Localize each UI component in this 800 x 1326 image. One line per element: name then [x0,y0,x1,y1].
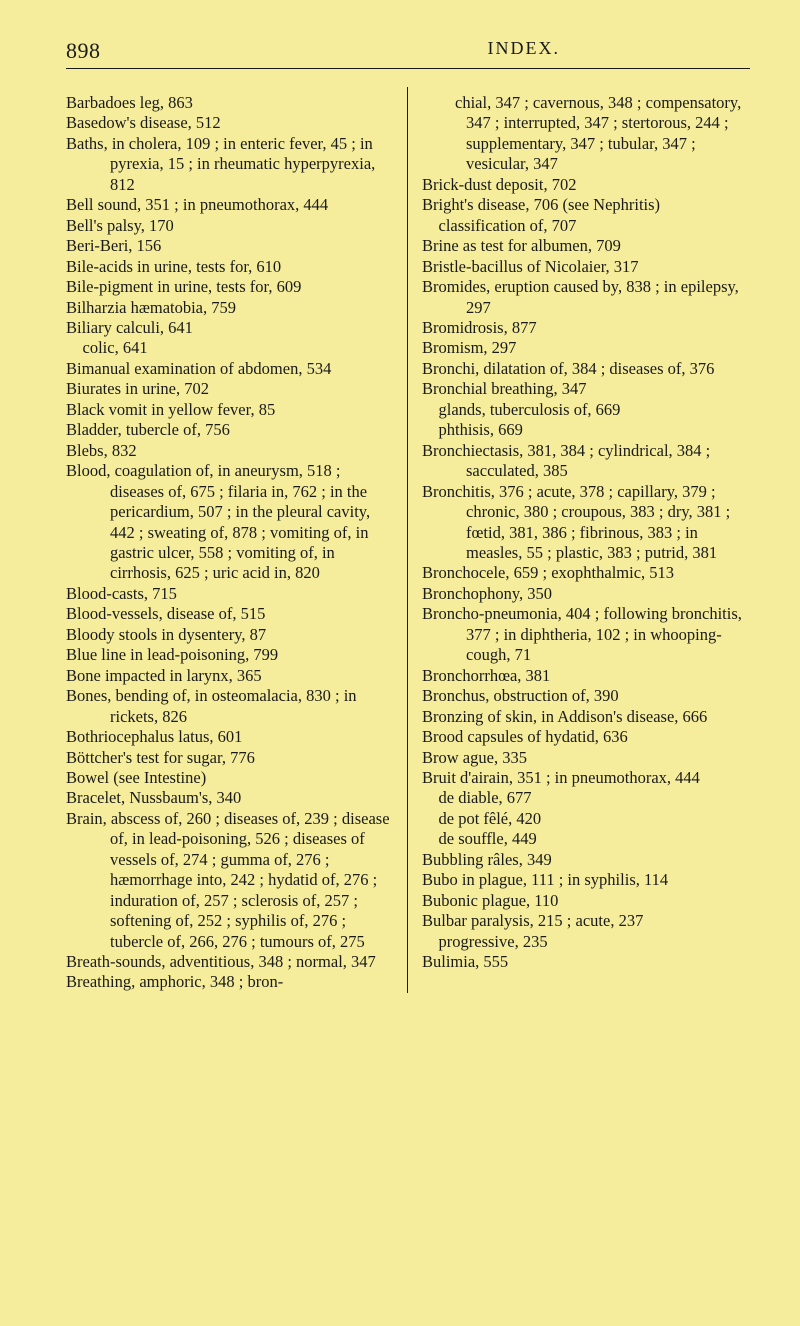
index-entry: classification of, 707 [422,216,750,236]
index-entry: Bronchocele, 659 ; exophthalmic, 513 [422,563,750,583]
left-column: Barbadoes leg, 863Basedow's disease, 512… [66,87,408,993]
index-entry: Bronchitis, 376 ; acute, 378 ; capillary… [422,482,750,564]
index-entry: glands, tuberculosis of, 669 [422,400,750,420]
index-entry: Biliary calculi, 641 [66,318,393,338]
index-entry: Bilharzia hæmatobia, 759 [66,298,393,318]
index-entry: Basedow's disease, 512 [66,113,393,133]
index-entry: Bronzing of skin, in Addison's disease, … [422,707,750,727]
index-entry: de diable, 677 [422,788,750,808]
index-entry: chial, 347 ; cavernous, 348 ; compensato… [422,93,750,175]
index-entry: Bubbling râles, 349 [422,850,750,870]
index-entry: Bronchorrhœa, 381 [422,666,750,686]
index-entry: Bone impacted in larynx, 365 [66,666,393,686]
index-entry: Bronchi, dilatation of, 384 ; diseases o… [422,359,750,379]
index-entry: Bromides, eruption caused by, 838 ; in e… [422,277,750,318]
index-entry: Bubonic plague, 110 [422,891,750,911]
index-entry: Blood-vessels, disease of, 515 [66,604,393,624]
index-entry: Black vomit in yellow fever, 85 [66,400,393,420]
index-entry: Bulbar paralysis, 215 ; acute, 237 [422,911,750,931]
index-entry: Brood capsules of hydatid, 636 [422,727,750,747]
index-entry: Bronchus, obstruction of, 390 [422,686,750,706]
index-entry: Bulimia, 555 [422,952,750,972]
index-entry: Bromidrosis, 877 [422,318,750,338]
index-entry: Bowel (see Intestine) [66,768,393,788]
index-entry: Brain, abscess of, 260 ; diseases of, 23… [66,809,393,952]
index-entry: progressive, 235 [422,932,750,952]
index-entry: Bell's palsy, 170 [66,216,393,236]
index-entry: Beri-Beri, 156 [66,236,393,256]
index-entry: Bronchiectasis, 381, 384 ; cylindrical, … [422,441,750,482]
index-entry: Bubo in plague, 111 ; in syphilis, 114 [422,870,750,890]
index-entry: Blebs, 832 [66,441,393,461]
index-entry: Brick-dust deposit, 702 [422,175,750,195]
index-entry: phthisis, 669 [422,420,750,440]
index-entry: de pot fêlé, 420 [422,809,750,829]
index-entry: Bothriocephalus latus, 601 [66,727,393,747]
index-entry: Baths, in cholera, 109 ; in enteric feve… [66,134,393,195]
index-entry: Bromism, 297 [422,338,750,358]
header-row: 898 INDEX. [66,38,750,64]
index-entry: Broncho-pneumonia, 404 ; following bronc… [422,604,750,665]
index-entry: Bimanual examination of abdomen, 534 [66,359,393,379]
index-page: 898 INDEX. Barbadoes leg, 863Basedow's d… [0,0,800,1326]
index-entry: Brine as test for albumen, 709 [422,236,750,256]
index-entry: Barbadoes leg, 863 [66,93,393,113]
page-number: 898 [66,38,101,64]
index-entry: Bell sound, 351 ; in pneumothorax, 444 [66,195,393,215]
index-entry: Bright's disease, 706 (see Nephritis) [422,195,750,215]
index-entry: Bile-pigment in urine, tests for, 609 [66,277,393,297]
index-entry: Bristle-bacillus of Nicolaier, 317 [422,257,750,277]
columns-container: Barbadoes leg, 863Basedow's disease, 512… [66,87,750,993]
index-entry: Bones, bending of, in osteomalacia, 830 … [66,686,393,727]
index-entry: Böttcher's test for sugar, 776 [66,748,393,768]
index-entry: Breathing, amphoric, 348 ; bron- [66,972,393,992]
index-entry: Bladder, tubercle of, 756 [66,420,393,440]
right-column: chial, 347 ; cavernous, 348 ; compensato… [408,87,750,993]
header-title: INDEX. [488,38,751,64]
index-entry: Bracelet, Nussbaum's, 340 [66,788,393,808]
index-entry: Breath-sounds, adventitious, 348 ; norma… [66,952,393,972]
index-entry: Blood-casts, 715 [66,584,393,604]
index-entry: Blood, coagulation of, in aneurysm, 518 … [66,461,393,584]
index-entry: de souffle, 449 [422,829,750,849]
index-entry: Bruit d'airain, 351 ; in pneumothorax, 4… [422,768,750,788]
index-entry: Bronchial breathing, 347 [422,379,750,399]
index-entry: colic, 641 [66,338,393,358]
header-rule [66,68,750,69]
index-entry: Blue line in lead-poisoning, 799 [66,645,393,665]
index-entry: Brow ague, 335 [422,748,750,768]
index-entry: Bloody stools in dysentery, 87 [66,625,393,645]
index-entry: Bronchophony, 350 [422,584,750,604]
index-entry: Biurates in urine, 702 [66,379,393,399]
index-entry: Bile-acids in urine, tests for, 610 [66,257,393,277]
